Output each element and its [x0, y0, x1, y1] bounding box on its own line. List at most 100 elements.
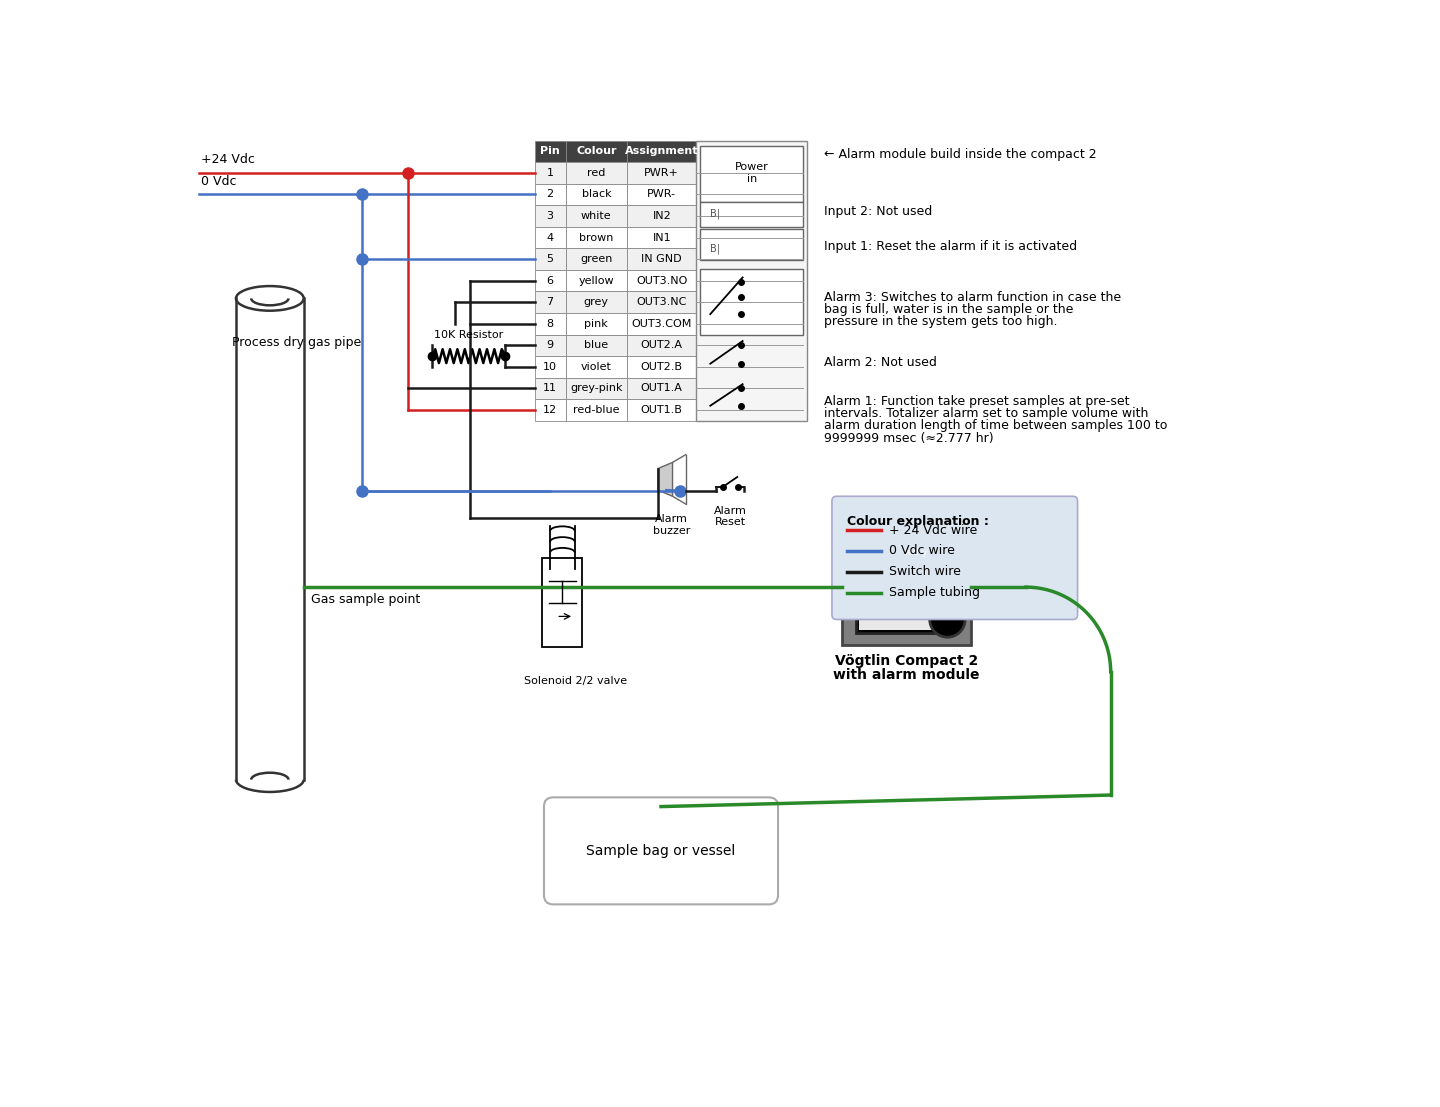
Bar: [534, 162, 566, 184]
Bar: [700, 201, 804, 227]
Text: 0 Vdc wire: 0 Vdc wire: [888, 545, 955, 558]
Text: 10K Resistor: 10K Resistor: [433, 330, 503, 340]
Bar: [534, 291, 566, 313]
Text: white: white: [580, 211, 612, 221]
Text: Colour explanation :: Colour explanation :: [847, 515, 989, 528]
Text: intervals. Totalizer alarm set to sample volume with: intervals. Totalizer alarm set to sample…: [824, 407, 1149, 420]
Bar: [566, 205, 628, 227]
Text: OUT3.NO: OUT3.NO: [636, 276, 687, 286]
Bar: [628, 270, 697, 291]
Bar: [566, 184, 628, 205]
Text: IN GND: IN GND: [641, 255, 683, 265]
Bar: [566, 270, 628, 291]
Bar: [628, 400, 697, 421]
Text: Solenoid 2/2 valve: Solenoid 2/2 valve: [524, 676, 626, 686]
Text: Alarm
Reset: Alarm Reset: [714, 506, 747, 527]
Text: +24 Vdc: +24 Vdc: [200, 153, 255, 166]
Text: red-blue: red-blue: [573, 405, 619, 415]
Text: 7: 7: [547, 298, 554, 308]
Text: 11: 11: [543, 383, 557, 393]
Text: 1: 1: [547, 168, 553, 178]
Text: Process dry gas pipe: Process dry gas pipe: [232, 335, 361, 349]
Bar: [566, 313, 628, 334]
Bar: [566, 227, 628, 248]
Text: 12: 12: [543, 405, 557, 415]
Text: black: black: [582, 189, 611, 199]
FancyBboxPatch shape: [832, 496, 1077, 620]
Bar: [534, 270, 566, 291]
Text: red-y: red-y: [904, 548, 927, 557]
Text: OUT1.B: OUT1.B: [641, 405, 683, 415]
Text: IN2: IN2: [652, 211, 671, 221]
Text: Sample tubing: Sample tubing: [888, 586, 981, 599]
Text: 9: 9: [547, 340, 554, 350]
Bar: [534, 184, 566, 205]
Bar: [566, 377, 628, 400]
Text: OUT2.B: OUT2.B: [641, 362, 683, 372]
Bar: [534, 313, 566, 334]
Bar: [858, 542, 939, 562]
Text: grey: grey: [583, 298, 609, 308]
Text: ← Alarm module build inside the compact 2: ← Alarm module build inside the compact …: [824, 148, 1097, 161]
Bar: [842, 526, 971, 645]
Bar: [628, 334, 697, 356]
Text: violet: violet: [580, 362, 612, 372]
Text: Gas sample point: Gas sample point: [311, 593, 420, 607]
Bar: [700, 269, 804, 334]
Text: green: green: [580, 255, 612, 265]
Bar: [697, 141, 808, 421]
Bar: [543, 558, 582, 648]
Bar: [566, 400, 628, 421]
Text: blue: blue: [585, 340, 608, 350]
Text: 3: 3: [547, 211, 553, 221]
Text: PWR-: PWR-: [647, 189, 677, 199]
Text: OUT3.COM: OUT3.COM: [632, 319, 693, 329]
Bar: [566, 356, 628, 377]
Text: 5: 5: [547, 255, 553, 265]
Bar: [855, 539, 942, 633]
Bar: [534, 227, 566, 248]
Bar: [628, 248, 697, 270]
Bar: [700, 146, 804, 201]
Text: Colour: Colour: [576, 146, 616, 156]
Bar: [534, 377, 566, 400]
Text: grey-pink: grey-pink: [570, 383, 622, 393]
Text: PWR+: PWR+: [644, 168, 680, 178]
Text: brown: brown: [579, 232, 613, 242]
Bar: [566, 141, 628, 162]
Bar: [566, 162, 628, 184]
Text: alarm duration length of time between samples 100 to: alarm duration length of time between sa…: [824, 420, 1168, 432]
Text: Alarm 1: Function take preset samples at pre-set: Alarm 1: Function take preset samples at…: [824, 394, 1130, 407]
Text: + 24 Vdc wire: + 24 Vdc wire: [888, 524, 978, 537]
Text: Power
in: Power in: [734, 162, 769, 184]
Text: IN1: IN1: [652, 232, 671, 242]
Text: OUT2.A: OUT2.A: [641, 340, 683, 350]
Text: pink: pink: [585, 319, 608, 329]
Text: 4: 4: [547, 232, 554, 242]
Text: Alarm
buzzer: Alarm buzzer: [654, 514, 690, 536]
Text: 10: 10: [543, 362, 557, 372]
Text: red: red: [588, 168, 605, 178]
Bar: [628, 184, 697, 205]
Bar: [534, 141, 566, 162]
Text: Input 1: Reset the alarm if it is activated: Input 1: Reset the alarm if it is activa…: [824, 240, 1077, 254]
Bar: [566, 334, 628, 356]
Text: 0 Vdc: 0 Vdc: [200, 175, 236, 187]
Bar: [628, 356, 697, 377]
Bar: [700, 229, 804, 260]
Text: B|: B|: [710, 244, 720, 254]
Bar: [858, 542, 939, 630]
Bar: [566, 291, 628, 313]
Text: B|: B|: [710, 208, 720, 219]
Text: OUT3.NC: OUT3.NC: [636, 298, 687, 308]
Text: OUT1.A: OUT1.A: [641, 383, 683, 393]
Text: Pin: Pin: [540, 146, 560, 156]
Text: pressure in the system gets too high.: pressure in the system gets too high.: [824, 315, 1058, 329]
Text: with alarm module: with alarm module: [832, 668, 979, 682]
Text: 6: 6: [547, 276, 553, 286]
Bar: [534, 334, 566, 356]
Bar: [566, 248, 628, 270]
Circle shape: [930, 602, 965, 638]
Bar: [628, 377, 697, 400]
FancyBboxPatch shape: [544, 797, 778, 904]
